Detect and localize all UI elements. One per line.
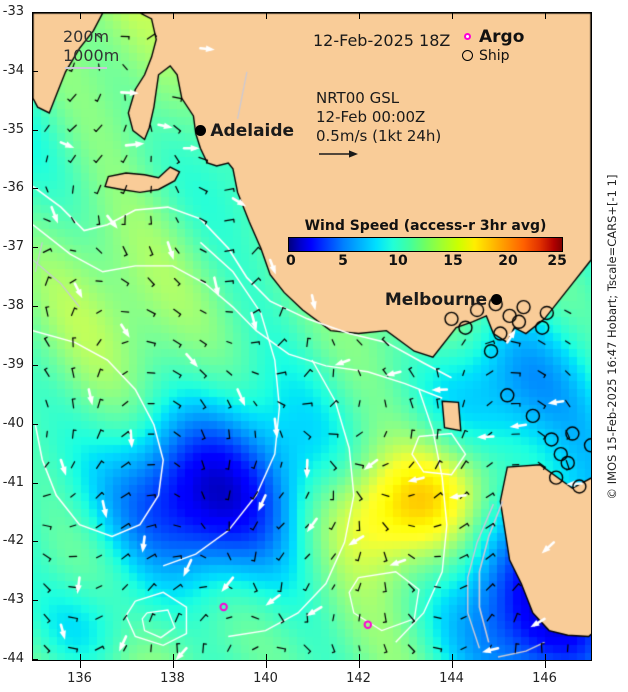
axis-inner-tick — [544, 654, 546, 660]
map-plot-area[interactable]: 200m 1000m 12-Feb-2025 18Z Argo Ship NRT… — [32, 12, 592, 661]
axis-inner-tick — [451, 13, 453, 19]
axis-inner-tick — [265, 654, 267, 660]
colorbar-tick-5: 5 — [338, 253, 348, 269]
city-marker-melbourne[interactable]: Melbourne — [384, 289, 503, 310]
axis-inner-tick — [79, 654, 81, 660]
model-name-label: NRT00 GSL — [316, 89, 400, 107]
colorbar-tick-20: 20 — [498, 253, 518, 269]
credit-label: © IMOS 15-Feb-2025 16:47 Hobart; Tscale=… — [605, 174, 619, 499]
colorbar: Wind Speed (access-r 3hr avg) 0 5 10 15 20 25 — [286, 218, 567, 270]
axis-inner-tick — [358, 654, 360, 660]
colorbar-gradient — [288, 237, 563, 252]
depth-contour-sample-line — [65, 67, 107, 69]
colorbar-tick-10: 10 — [388, 253, 408, 269]
colorbar-tick-labels: 0 5 10 15 20 25 — [286, 252, 567, 270]
depth-1000m-label: 1000m — [63, 46, 120, 65]
ship-marker-icon — [458, 50, 476, 61]
depth-contour-legend: 200m 1000m — [63, 27, 119, 65]
city-label-adelaide: Adelaide — [210, 120, 295, 141]
city-marker-adelaide[interactable]: Adelaide — [195, 121, 294, 141]
axis-inner-tick — [451, 654, 453, 660]
axis-inner-tick — [172, 654, 174, 660]
reference-arrow-icon — [319, 150, 358, 158]
argo-marker-icon — [458, 33, 476, 40]
ship-label: Ship — [479, 47, 510, 64]
axis-inner-tick — [358, 13, 360, 19]
legend-row-argo: Argo — [458, 26, 525, 47]
colorbar-tick-0: 0 — [286, 253, 296, 269]
model-time-label: 12-Feb 00:00Z — [316, 108, 426, 126]
credit-text: © IMOS 15-Feb-2025 16:47 Hobart; Tscale=… — [600, 12, 624, 661]
city-dot-icon — [195, 125, 207, 137]
model-info-block: NRT00 GSL 12-Feb 00:00Z 0.5m/s (1kt 24h) — [316, 89, 441, 146]
marker-legend: Argo Ship — [458, 27, 524, 65]
date-title: 12-Feb-2025 18Z — [313, 31, 451, 50]
legend-row-ship: Ship — [458, 46, 524, 65]
wind-speed-heatmap — [33, 13, 591, 660]
axis-inner-tick — [79, 13, 81, 19]
current-scale-label: 0.5m/s (1kt 24h) — [316, 127, 442, 145]
city-label-melbourne: Melbourne — [384, 289, 488, 310]
argo-label: Argo — [479, 26, 525, 47]
city-dot-icon — [491, 294, 503, 306]
colorbar-tick-25: 25 — [547, 253, 567, 269]
axis-inner-tick — [265, 13, 267, 19]
depth-200m-label: 200m — [63, 27, 110, 46]
axis-inner-tick — [544, 13, 546, 19]
colorbar-tick-15: 15 — [443, 253, 463, 269]
colorbar-title: Wind Speed (access-r 3hr avg) — [304, 218, 547, 234]
axis-inner-tick — [172, 13, 174, 19]
